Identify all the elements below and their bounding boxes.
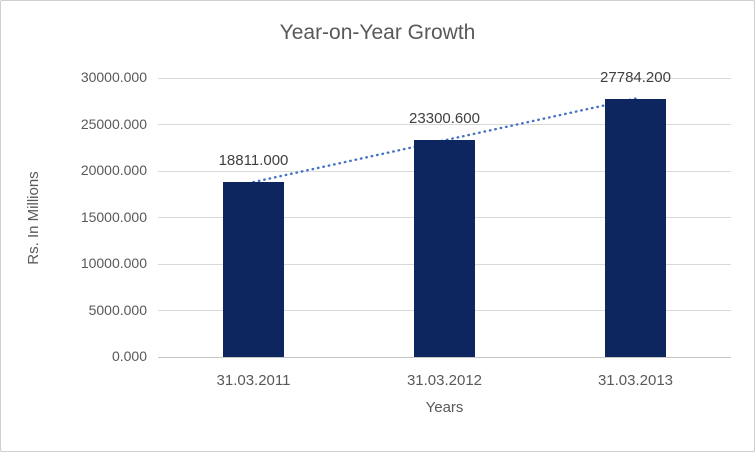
x-tick-label: 31.03.2013 [597,372,674,389]
bar-value-label: 23300.600 [409,110,480,128]
bar-value-label: 27784.200 [600,68,671,86]
gridline [158,77,731,79]
x-tick-label: 31.03.2011 [216,372,291,389]
bar-value-label: 18811.000 [218,152,289,170]
bar [223,182,284,357]
y-tick-label: 25000.000 [80,115,147,132]
y-tick-label: 20000.000 [80,162,147,178]
y-tick-label: 5000.000 [88,301,147,318]
x-axis-title: Years [425,399,464,416]
y-tick-label: 30000.000 [80,69,147,85]
x-tick-label: 31.03.2012 [406,372,483,389]
bar [605,98,666,357]
y-tick-label: 15000.000 [80,208,147,225]
y-tick-label: 10000.000 [80,255,147,271]
y-tick-label: 0.000 [111,348,147,364]
bar [414,140,475,357]
chart-title: Year-on-Year Growth [279,21,476,44]
gridline [158,356,731,358]
